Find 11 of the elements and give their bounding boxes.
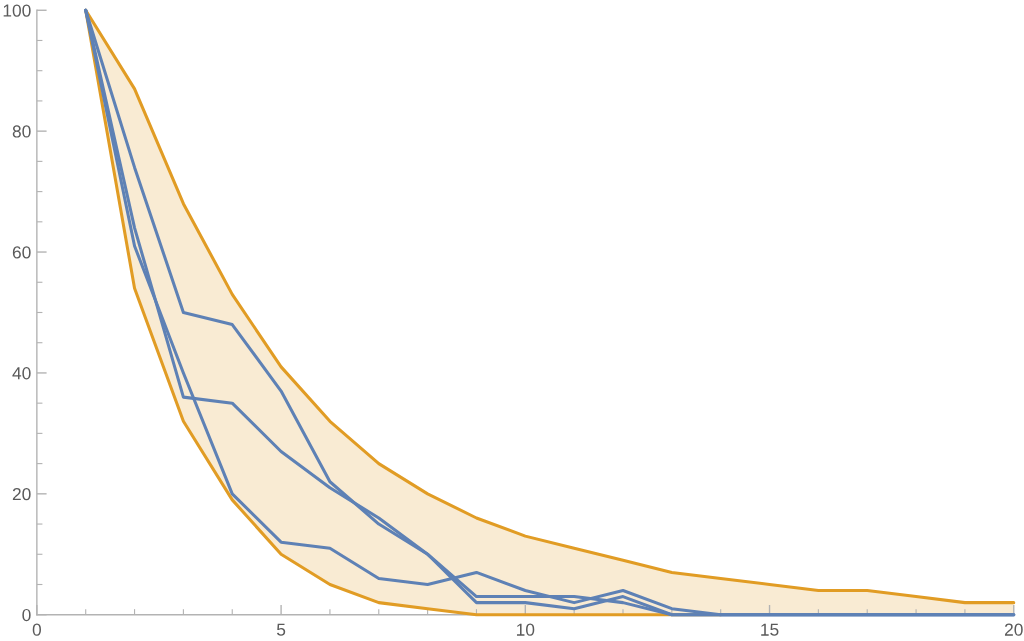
y-tick-label: 100 bbox=[3, 4, 31, 17]
y-tick-label: 60 bbox=[12, 246, 31, 259]
x-tick-label: 5 bbox=[276, 623, 286, 636]
x-tick-label: 0 bbox=[32, 623, 42, 636]
x-tick-label: 15 bbox=[761, 623, 779, 636]
x-tick-label: 20 bbox=[1004, 623, 1023, 636]
y-tick-label: 0 bbox=[22, 608, 31, 622]
y-tick-label: 80 bbox=[12, 125, 31, 138]
y-tick-label: 40 bbox=[12, 367, 31, 380]
y-tick-label: 20 bbox=[12, 487, 31, 501]
x-tick-label: 10 bbox=[516, 623, 535, 636]
